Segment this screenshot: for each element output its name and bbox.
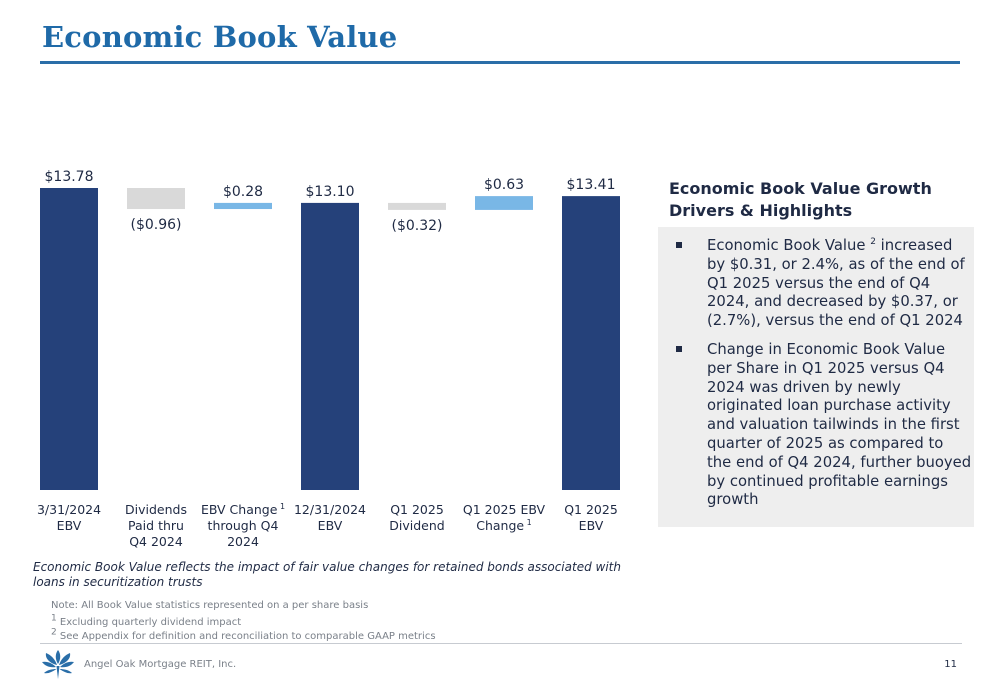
- bar-value-label: ($0.32): [391, 218, 442, 234]
- highlights-list: Economic Book Value 2 increased by $0.31…: [676, 237, 972, 520]
- bar-value-label: $13.41: [567, 177, 616, 193]
- page-title: Economic Book Value: [42, 20, 398, 54]
- bar-value-label: $13.78: [45, 169, 94, 185]
- waterfall-bar: [388, 202, 446, 210]
- category-label: Q1 2025 Dividend: [389, 502, 444, 533]
- waterfall-chart: $13.78 3/31/2024 EBV ($0.96) Dividends Paid t…: [37, 169, 620, 549]
- page-number: 11: [944, 659, 957, 670]
- bar-value-label: $0.63: [484, 177, 524, 193]
- footer-divider: [40, 643, 962, 644]
- highlight-text-pre: Economic Book Value: [707, 237, 866, 254]
- highlight-text-post: increased by $0.31, or 2.4%, as of the e…: [707, 237, 965, 330]
- highlights-heading: Economic Book Value Growth Drivers & Hig…: [669, 179, 932, 220]
- waterfall-bar: [214, 202, 272, 210]
- bar-value-label: ($0.96): [130, 217, 181, 233]
- footnote-2: 2 See Appendix for definition and reconc…: [51, 627, 436, 642]
- waterfall-bar: [127, 188, 185, 210]
- footer-company-name: Angel Oak Mortgage REIT, Inc.: [84, 659, 237, 670]
- category-label: Dividends Paid thru Q4 2024: [125, 502, 187, 549]
- square-bullet-icon: [676, 242, 682, 248]
- category-label: EBV Change 1 through Q4 2024: [201, 502, 285, 549]
- category-label: 12/31/2024 EBV: [294, 502, 366, 533]
- note-main: Note: All Book Value statistics represen…: [51, 600, 369, 611]
- square-bullet-icon: [676, 345, 682, 352]
- category-label: Q1 2025 EBV Change 1: [463, 502, 546, 533]
- category-label: 3/31/2024 EBV: [37, 502, 101, 533]
- highlights-panel: [658, 227, 974, 527]
- waterfall-bar: [562, 196, 620, 490]
- bar-value-label: $0.28: [223, 184, 263, 200]
- highlight-item: Change in Economic Book Value per Share …: [676, 341, 972, 510]
- title-divider: [40, 61, 960, 64]
- footnote-text: See Appendix for definition and reconcil…: [56, 631, 436, 642]
- footnote-number: 1: [51, 613, 57, 624]
- highlight-text: Change in Economic Book Value per Share …: [707, 340, 972, 509]
- waterfall-bar: [475, 196, 533, 210]
- angel-oak-logo-icon: [42, 650, 74, 679]
- footnote-1: 1 Excluding quarterly dividend impact: [51, 613, 242, 628]
- highlight-item: Economic Book Value 2 increased by $0.31…: [676, 237, 972, 331]
- waterfall-bar: [40, 188, 98, 490]
- chart-note: Economic Book Value reflects the impact …: [33, 560, 621, 589]
- bar-value-label: $13.10: [306, 184, 355, 200]
- footnote-marker: 2: [870, 237, 876, 248]
- category-label: Q1 2025 EBV: [564, 502, 618, 533]
- footnote-number: 2: [51, 627, 57, 638]
- footnote-text: Excluding quarterly dividend impact: [56, 617, 242, 628]
- waterfall-bar: [301, 202, 359, 490]
